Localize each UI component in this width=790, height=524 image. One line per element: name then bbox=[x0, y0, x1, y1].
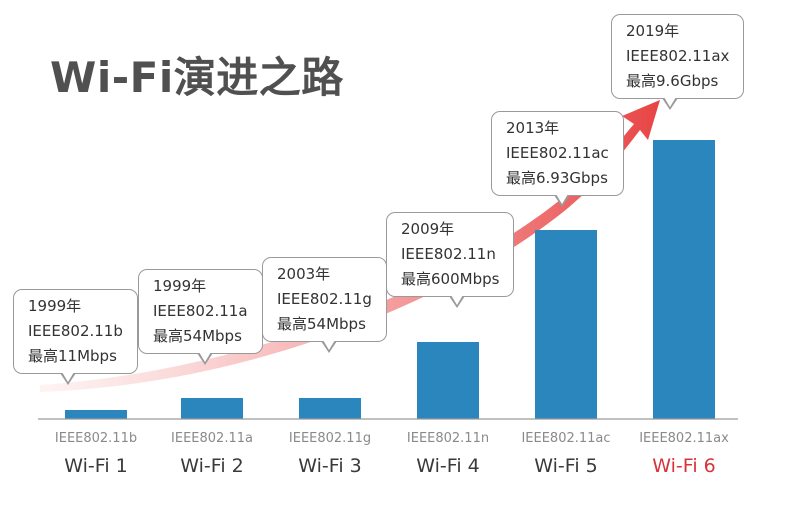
standard-label: IEEE802.11ax bbox=[639, 431, 729, 446]
callout-wi-fi-3: 2003年 IEEE802.11g 最高54Mbps bbox=[262, 257, 387, 353]
callout-pointer bbox=[60, 372, 76, 385]
callout-year: 1999年 bbox=[153, 277, 207, 295]
standard-label: IEEE802.11ac bbox=[521, 431, 610, 446]
callout-standard: IEEE802.11g bbox=[277, 290, 372, 308]
callout-year: 1999年 bbox=[28, 297, 82, 315]
bar-wi-fi-3 bbox=[299, 398, 361, 419]
callout-pointer bbox=[449, 295, 465, 308]
generation-label: Wi-Fi 1 bbox=[64, 455, 127, 477]
callout-standard: IEEE802.11a bbox=[153, 302, 248, 320]
callout-wi-fi-1: 1999年 IEEE802.11b 最高11Mbps bbox=[13, 289, 138, 385]
standard-label: IEEE802.11n bbox=[407, 431, 489, 446]
callout-speed: 最高9.6Gbps bbox=[626, 72, 719, 90]
bar-wi-fi-2 bbox=[181, 398, 243, 419]
callout-wi-fi-6: 2019年 IEEE802.11ax 最高9.6Gbps bbox=[611, 14, 745, 110]
callout-pointer bbox=[554, 194, 570, 207]
callout-wi-fi-2: 1999年 IEEE802.11a 最高54Mbps bbox=[138, 269, 263, 365]
callout-wi-fi-5: 2013年 IEEE802.11ac 最高6.93Gbps bbox=[491, 111, 624, 207]
callout-speed: 最高11Mbps bbox=[28, 347, 117, 365]
standard-label: IEEE802.11g bbox=[289, 431, 371, 446]
bar-wi-fi-4 bbox=[417, 342, 479, 419]
page-title: Wi-Fi演进之路 bbox=[50, 53, 344, 102]
callout-standard: IEEE802.11ax bbox=[626, 47, 730, 65]
callout-speed: 最高54Mbps bbox=[153, 327, 242, 345]
generation-label: Wi-Fi 6 bbox=[652, 455, 715, 477]
generation-label: Wi-Fi 5 bbox=[534, 455, 597, 477]
callout-wi-fi-4: 2009年 IEEE802.11n 最高600Mbps bbox=[386, 212, 515, 308]
callout-year: 2019年 bbox=[626, 22, 680, 40]
callout-year: 2013年 bbox=[506, 119, 560, 137]
callout-pointer bbox=[662, 97, 678, 110]
callout-speed: 最高600Mbps bbox=[401, 270, 500, 288]
callout-year: 2009年 bbox=[401, 220, 455, 238]
callout-standard: IEEE802.11n bbox=[401, 245, 496, 263]
generation-label: Wi-Fi 2 bbox=[180, 455, 243, 477]
callout-year: 2003年 bbox=[277, 265, 331, 283]
generation-label: Wi-Fi 4 bbox=[416, 455, 479, 477]
standard-label: IEEE802.11a bbox=[171, 431, 253, 446]
bar-wi-fi-6 bbox=[653, 140, 715, 419]
callout-speed: 最高54Mbps bbox=[277, 315, 366, 333]
callout-standard: IEEE802.11b bbox=[28, 322, 123, 340]
callout-pointer bbox=[321, 340, 337, 353]
callout-speed: 最高6.93Gbps bbox=[506, 169, 608, 187]
callout-standard: IEEE802.11ac bbox=[506, 144, 609, 162]
bar-wi-fi-5 bbox=[535, 230, 597, 419]
generation-label: Wi-Fi 3 bbox=[298, 455, 361, 477]
bar-wi-fi-1 bbox=[65, 410, 127, 419]
callout-pointer bbox=[197, 352, 213, 365]
standard-label: IEEE802.11b bbox=[55, 431, 137, 446]
